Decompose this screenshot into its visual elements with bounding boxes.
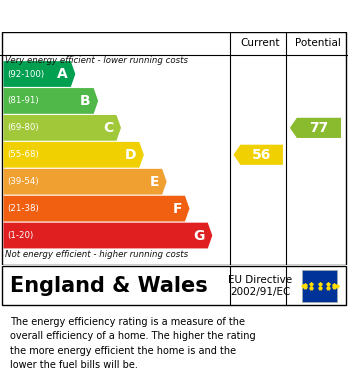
Text: (39-54): (39-54): [8, 177, 39, 186]
Text: (81-91): (81-91): [8, 97, 39, 106]
Polygon shape: [3, 222, 212, 248]
Polygon shape: [3, 169, 167, 195]
Polygon shape: [3, 61, 75, 87]
Text: Current: Current: [240, 38, 280, 48]
Text: 77: 77: [309, 121, 329, 135]
Text: (21-38): (21-38): [8, 204, 39, 213]
Polygon shape: [3, 142, 144, 168]
Text: The energy efficiency rating is a measure of the
overall efficiency of a home. T: The energy efficiency rating is a measur…: [10, 317, 256, 370]
Text: C: C: [103, 121, 114, 135]
Polygon shape: [3, 88, 98, 114]
Text: EU Directive
2002/91/EC: EU Directive 2002/91/EC: [228, 274, 292, 297]
Text: England & Wales: England & Wales: [10, 276, 208, 296]
Text: (69-80): (69-80): [8, 124, 39, 133]
Polygon shape: [290, 118, 341, 138]
Text: Not energy efficient - higher running costs: Not energy efficient - higher running co…: [5, 250, 188, 259]
Text: (92-100): (92-100): [8, 70, 45, 79]
Text: E: E: [150, 175, 159, 189]
Polygon shape: [3, 196, 189, 221]
Text: G: G: [193, 229, 205, 242]
Text: 56: 56: [252, 148, 271, 162]
Text: Potential: Potential: [295, 38, 341, 48]
Text: D: D: [125, 148, 136, 162]
Polygon shape: [3, 115, 121, 141]
Text: Energy Efficiency Rating: Energy Efficiency Rating: [10, 7, 239, 25]
Text: (55-68): (55-68): [8, 150, 39, 159]
Polygon shape: [234, 145, 283, 165]
Text: F: F: [173, 202, 182, 215]
Text: Very energy efficient - lower running costs: Very energy efficient - lower running co…: [5, 56, 188, 65]
Text: B: B: [80, 94, 91, 108]
Text: A: A: [57, 67, 68, 81]
Bar: [302, 270, 337, 302]
Text: (1-20): (1-20): [8, 231, 34, 240]
